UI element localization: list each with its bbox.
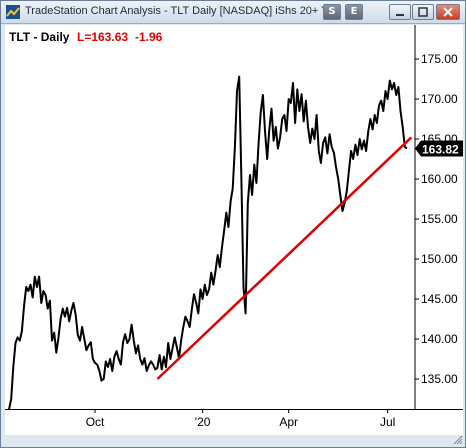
window-title: TradeStation Chart Analysis - TLT Daily … [25,5,325,17]
price-series-line [8,75,408,410]
y-tick-label: 175.00 [421,52,458,66]
time-axis-panel[interactable] [5,409,463,436]
close-icon [443,7,453,17]
last-price-tag: 163.82 [415,140,463,157]
x-tick-label: Apr [279,415,298,429]
y-tick-label: 160.00 [421,172,458,186]
maximize-icon [418,7,428,17]
last-price-tag-label: 163.82 [422,142,459,156]
y-tick-label: 135.00 [421,372,458,386]
y-tick-label: 145.00 [421,292,458,306]
minimize-button[interactable] [389,4,411,20]
s-button[interactable]: S [323,4,341,20]
y-tick-label: 155.00 [421,212,458,226]
x-tick-label: Oct [86,415,105,429]
status-strip [5,435,463,447]
y-tick-label: 170.00 [421,92,458,106]
trend-line [156,136,413,380]
series-layer [8,75,413,410]
x-tick-label: Jul [380,415,395,429]
price-axis-panel[interactable] [415,25,463,409]
tradestation-chart-icon [6,5,20,19]
minimize-icon [396,14,404,16]
chart-change-label: -1.96 [135,30,163,44]
chart-last-price-label: L=163.63 [77,30,128,44]
maximize-button[interactable] [412,4,434,20]
y-axis: 135.00140.00145.00150.00155.00160.00165.… [414,25,458,409]
x-axis: Oct '20 Apr Jul [86,409,395,429]
last-price-tag-shape [415,140,463,157]
x-tick-label: '20 [195,415,211,429]
title-bar[interactable]: TradeStation Chart Analysis - TLT Daily … [1,1,465,24]
y-tick-label: 140.00 [421,332,458,346]
close-button[interactable] [436,4,460,20]
e-button[interactable]: E [345,4,363,20]
chart-plot-area[interactable] [5,25,415,409]
resize-grip-icon[interactable] [453,435,463,445]
y-tick-label: 150.00 [421,252,458,266]
chart-symbol-label: TLT - Daily [9,30,70,44]
